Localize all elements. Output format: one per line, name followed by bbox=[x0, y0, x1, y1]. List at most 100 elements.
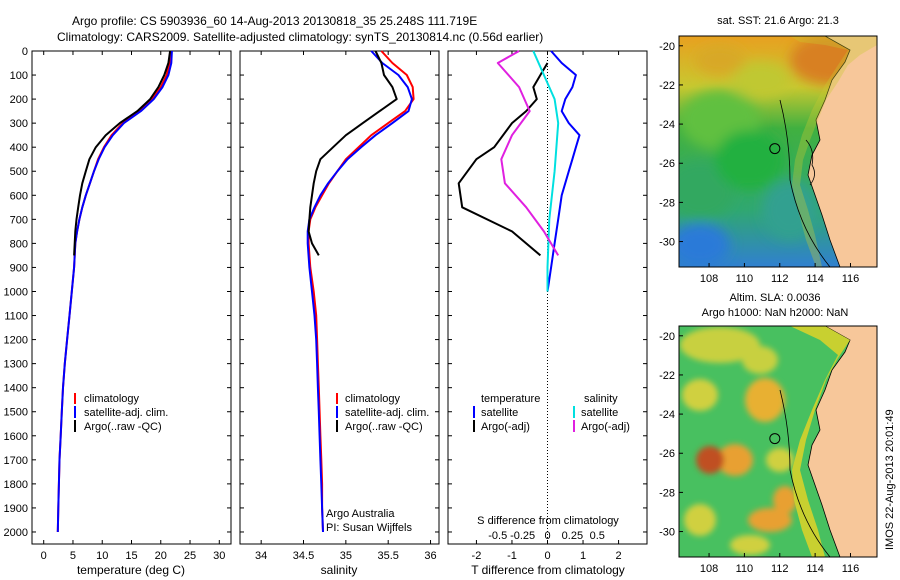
lat-tick-label: -24 bbox=[659, 119, 675, 131]
profile-legend-2: climatology satellite-adj. clim. Argo(..… bbox=[336, 393, 429, 433]
x-tick-label: 0 bbox=[544, 550, 550, 562]
x-tick-label: 25 bbox=[184, 550, 196, 562]
sla-map-frame bbox=[678, 325, 878, 558]
lon-tick-label: 114 bbox=[806, 273, 824, 285]
sst-map-frame bbox=[678, 35, 878, 268]
sla-map-title-2: Argo h1000: NaN h2000: NaN bbox=[702, 307, 849, 319]
lon-tick-label: 116 bbox=[842, 563, 860, 575]
temperature-xlabel: temperature (deg C) bbox=[77, 563, 185, 577]
series-line bbox=[73, 50, 172, 256]
series-line bbox=[546, 50, 581, 292]
salinity-y-ticks bbox=[240, 50, 439, 533]
x-tick-label: 10 bbox=[96, 550, 108, 562]
s-tick-label: -0.5 bbox=[488, 530, 507, 542]
argo-location-marker bbox=[769, 143, 781, 155]
sla-map-title-1: Altim. SLA: 0.0036 bbox=[729, 292, 820, 304]
lat-tick-label: -26 bbox=[659, 448, 675, 460]
series-line bbox=[496, 50, 560, 256]
profile-legend-1: climatology satellite-adj. clim. Argo(..… bbox=[74, 393, 168, 433]
lon-tick-label: 112 bbox=[771, 273, 789, 285]
s-difference-tick-labels: -0.5 -0.25 0 0.25 0.5 bbox=[488, 530, 605, 542]
y-tick-label: 1400 bbox=[4, 383, 28, 395]
temperature-panel: 0 5 10 15 20 25 30 0 100 200 300 400 500 600 700 800 90… bbox=[4, 46, 232, 577]
lat-tick-label: -22 bbox=[659, 370, 675, 382]
x-tick-label: -1 bbox=[507, 550, 517, 562]
y-tick-label: 500 bbox=[10, 166, 28, 178]
y-tick-label: 1600 bbox=[4, 431, 28, 443]
x-tick-label: 0 bbox=[41, 550, 47, 562]
sst-lon-ticks: 108 110 112 114 116 bbox=[700, 263, 859, 285]
x-tick-label: 35.5 bbox=[377, 550, 398, 562]
x-tick-label: 36 bbox=[424, 550, 436, 562]
y-tick-label: 600 bbox=[10, 190, 28, 202]
legend-header-salinity: salinity bbox=[584, 393, 618, 405]
salinity-series bbox=[306, 50, 415, 533]
x-tick-label: 34.5 bbox=[293, 550, 314, 562]
sst-lat-ticks: -20 -22 -24 -26 -28 -30 bbox=[659, 41, 683, 249]
difference-xlabel: T difference from climatology bbox=[471, 563, 625, 577]
legend-label-s-satellite: satellite bbox=[581, 407, 618, 419]
salinity-x-ticks: 34 34.5 35 35.5 36 bbox=[255, 51, 437, 562]
x-tick-label: 35 bbox=[340, 550, 352, 562]
legend-label-argo: Argo(..raw -QC) bbox=[345, 421, 423, 433]
temperature-axes bbox=[31, 50, 232, 545]
lat-tick-label: -20 bbox=[659, 331, 675, 343]
lat-tick-label: -20 bbox=[659, 41, 675, 53]
credit-line-1: Argo Australia bbox=[326, 508, 395, 520]
series-line bbox=[307, 50, 398, 256]
sla-lat-ticks: -20 -22 -24 -26 -28 -30 bbox=[659, 331, 683, 539]
legend-label-climatology: climatology bbox=[345, 393, 401, 405]
lon-tick-label: 112 bbox=[771, 563, 789, 575]
lon-tick-label: 116 bbox=[842, 273, 860, 285]
y-tick-label: 1700 bbox=[4, 455, 28, 467]
y-tick-label: 100 bbox=[10, 70, 28, 82]
lat-tick-label: -30 bbox=[659, 237, 675, 249]
y-tick-label: 400 bbox=[10, 142, 28, 154]
x-tick-label: 34 bbox=[255, 550, 267, 562]
legend-header-temperature: temperature bbox=[481, 393, 540, 405]
y-tick-label: 300 bbox=[10, 118, 28, 130]
y-tick-label: 2000 bbox=[4, 527, 28, 539]
legend-label-argo: Argo(..raw -QC) bbox=[84, 421, 162, 433]
legend-label-satellite: satellite-adj. clim. bbox=[345, 407, 429, 419]
lat-tick-label: -26 bbox=[659, 158, 675, 170]
lon-tick-label: 110 bbox=[736, 273, 754, 285]
legend-label-s-argo: Argo(-adj) bbox=[581, 421, 630, 433]
x-tick-label: 1 bbox=[580, 550, 586, 562]
salinity-xlabel: salinity bbox=[321, 563, 358, 577]
y-tick-label: 800 bbox=[10, 238, 28, 250]
y-tick-label: 1500 bbox=[4, 407, 28, 419]
lon-tick-label: 108 bbox=[700, 273, 718, 285]
sst-map-title: sat. SST: 21.6 Argo: 21.3 bbox=[717, 15, 839, 27]
sla-lon-ticks: 108 110 112 114 116 bbox=[700, 553, 859, 575]
legend-label-climatology: climatology bbox=[84, 393, 140, 405]
s-tick-label: 0.5 bbox=[590, 530, 605, 542]
legend-label-satellite: satellite-adj. clim. bbox=[84, 407, 168, 419]
y-tick-label: 1300 bbox=[4, 359, 28, 371]
series-line bbox=[532, 50, 560, 292]
s-tick-label: -0.25 bbox=[510, 530, 535, 542]
lat-tick-label: -30 bbox=[659, 527, 675, 539]
argo-location-marker bbox=[769, 433, 781, 445]
legend-label-t-satellite: satellite bbox=[481, 407, 518, 419]
lat-tick-label: -28 bbox=[659, 197, 675, 209]
s-tick-label: 0 bbox=[544, 530, 550, 542]
s-difference-label: S difference from climatology bbox=[477, 515, 619, 527]
y-tick-label: 900 bbox=[10, 262, 28, 274]
y-tick-label: 700 bbox=[10, 214, 28, 226]
x-tick-label: -2 bbox=[472, 550, 482, 562]
lon-tick-label: 108 bbox=[700, 563, 718, 575]
lat-tick-label: -22 bbox=[659, 80, 675, 92]
x-tick-label: 5 bbox=[70, 550, 76, 562]
difference-legend: temperature salinity satellite Argo(-adj… bbox=[473, 393, 630, 433]
series-line bbox=[56, 50, 173, 533]
title-line-1: Argo profile: CS 5903936_60 14-Aug-2013 … bbox=[72, 14, 477, 28]
s-tick-label: 0.25 bbox=[562, 530, 583, 542]
salinity-panel: 34 34.5 35 35.5 36 salinity climatology sate… bbox=[239, 50, 440, 577]
difference-series bbox=[457, 50, 581, 292]
x-tick-label: 30 bbox=[213, 550, 225, 562]
sst-map: sat. SST: 21.6 Argo: 21.3 108 110 112 114 11… bbox=[659, 15, 878, 285]
difference-panel: -2 -1 0 1 2 S difference from climatology -0… bbox=[447, 50, 648, 577]
series-line bbox=[457, 62, 549, 257]
